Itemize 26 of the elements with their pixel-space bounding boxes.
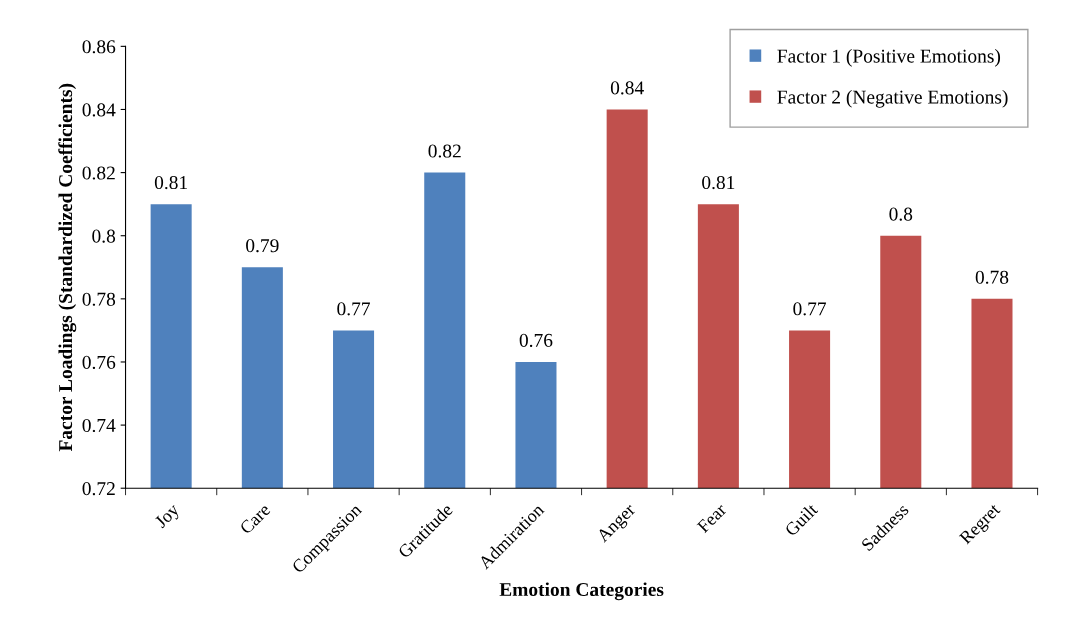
y-tick-label: 0.78 xyxy=(82,292,116,306)
data-label: 0.84 xyxy=(610,81,644,95)
data-label: 0.77 xyxy=(793,302,827,316)
x-tick-label: Fear xyxy=(696,502,728,534)
data-label: 0.77 xyxy=(337,302,371,316)
y-tick-label: 0.84 xyxy=(82,103,116,117)
legend-label: Factor 2 (Negative Emotions) xyxy=(777,89,1008,108)
data-label: 0.79 xyxy=(246,239,279,253)
data-label: 0.78 xyxy=(975,270,1009,284)
y-tick-label: 0.86 xyxy=(82,40,116,54)
legend-label: Factor 1 (Positive Emotions) xyxy=(777,49,1001,67)
data-label: 0.82 xyxy=(428,144,461,158)
y-tick-label: 0.8 xyxy=(92,229,116,243)
data-label: 0.81 xyxy=(702,175,735,190)
data-label: 0.76 xyxy=(519,333,553,347)
x-tick-label: Care xyxy=(239,502,271,535)
data-label: 0.81 xyxy=(154,175,187,190)
y-tick-label: 0.82 xyxy=(82,166,115,180)
y-tick-label: 0.76 xyxy=(82,355,116,369)
y-tick-label: 0.74 xyxy=(82,418,116,433)
y-tick-label: 0.72 xyxy=(82,482,115,496)
x-tick-label: Guilt xyxy=(783,502,819,537)
data-label: 0.8 xyxy=(889,207,913,221)
x-axis-title: Emotion Categories xyxy=(499,582,664,601)
x-tick-label: Joy xyxy=(154,502,183,532)
y-axis-title: Factor Loadings (Standardized Coefficients) xyxy=(58,83,77,452)
